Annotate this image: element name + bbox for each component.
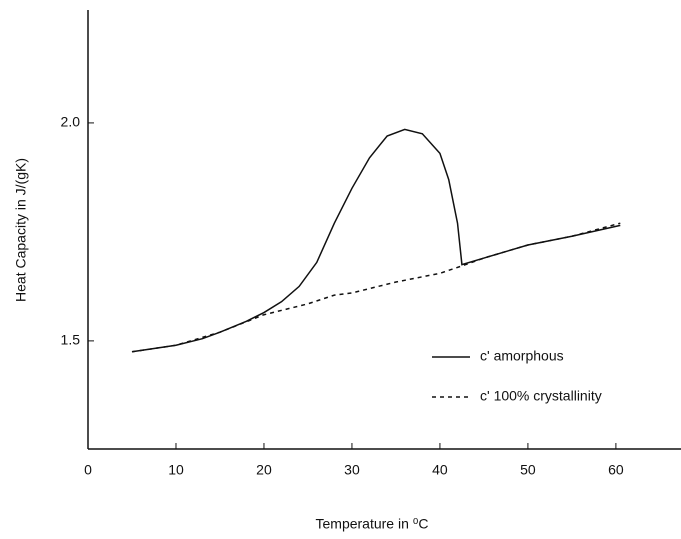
data-line (131, 222, 621, 353)
data-line (131, 128, 621, 353)
x-tick-label: 30 (344, 462, 360, 478)
x-axis-label: Temperature in ⁰C (316, 516, 429, 532)
y-axis-label: Heat Capacity in J/(gK) (13, 158, 29, 302)
x-tick-label: 20 (256, 462, 272, 478)
x-tick-label: 10 (168, 462, 184, 478)
x-tick-label: 40 (432, 462, 448, 478)
x-tick-label: 60 (608, 462, 624, 478)
legend-label: c' amorphous (480, 348, 564, 364)
legend-label: c' 100% crystallinity (480, 388, 602, 404)
x-tick-label: 0 (84, 462, 92, 478)
y-tick-label: 1.5 (61, 332, 81, 348)
y-tick-label: 2.0 (61, 114, 81, 130)
x-tick-label: 50 (520, 462, 536, 478)
